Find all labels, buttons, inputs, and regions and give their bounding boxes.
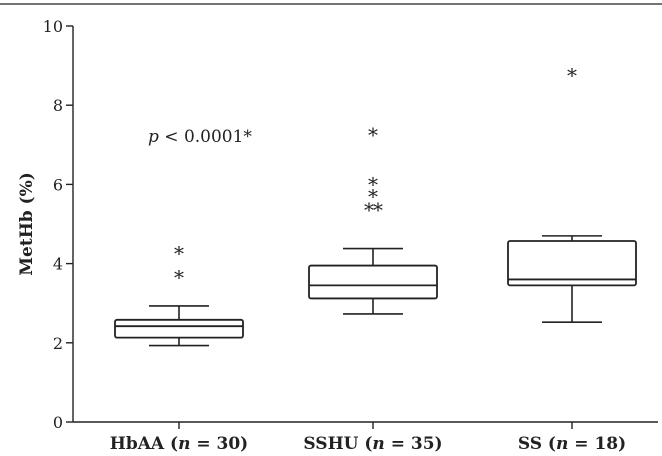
outlier-marker-4: * bbox=[368, 123, 378, 147]
y-tick-label-4: 8 bbox=[53, 96, 63, 115]
category-name: HbAA ( bbox=[110, 434, 178, 454]
outlier-marker-0: * bbox=[364, 198, 374, 222]
y-tick-label-0: 0 bbox=[53, 413, 63, 432]
boxes: **HbAA (n = 30)* ****SSHU (n = 35)*SS (n … bbox=[110, 64, 637, 454]
iqr-box bbox=[114, 318, 244, 339]
x-category-label-2: SS (n = 18) bbox=[518, 434, 626, 454]
box-group-sshu: * ****SSHU (n = 35) bbox=[303, 123, 442, 454]
outlier-marker-1: * bbox=[373, 198, 383, 222]
y-tick-label-3: 6 bbox=[53, 175, 63, 194]
box-group-ss: * SS (n = 18) bbox=[507, 64, 637, 454]
category-n-value: = 18) bbox=[568, 434, 626, 454]
outlier-marker-1: * bbox=[174, 242, 184, 266]
category-n-value: = 35) bbox=[385, 434, 443, 454]
category-name: SS ( bbox=[518, 434, 556, 454]
outlier-marker-0: * bbox=[174, 265, 184, 289]
p-value-text: < 0.0001* bbox=[159, 127, 253, 147]
x-category-label-0: HbAA (n = 30) bbox=[110, 434, 248, 454]
outlier-marker-0: * bbox=[567, 64, 577, 88]
category-n-symbol: n bbox=[178, 434, 190, 454]
iqr-box bbox=[507, 240, 637, 287]
p-value-annotation: p < 0.0001* bbox=[148, 127, 252, 147]
x-category-label-1: SSHU (n = 35) bbox=[303, 434, 442, 454]
y-tick-label-1: 2 bbox=[53, 334, 63, 353]
outlier-marker-2: * bbox=[368, 184, 378, 208]
y-tick-label-5: 10 bbox=[43, 17, 63, 36]
category-n-value: = 30) bbox=[190, 434, 248, 454]
axes: 0 2 4 6 8 10 MetHb (%) bbox=[17, 17, 658, 432]
y-axis-label: MetHb (%) bbox=[17, 172, 37, 276]
iqr-box bbox=[308, 264, 438, 300]
category-n-symbol: n bbox=[556, 434, 568, 454]
y-tick-label-2: 4 bbox=[53, 255, 63, 274]
category-n-symbol: n bbox=[372, 434, 384, 454]
outlier-marker-3: * bbox=[368, 172, 378, 196]
p-symbol: p bbox=[148, 127, 159, 147]
category-name: SSHU ( bbox=[303, 434, 372, 454]
box-group-hbaa: ** HbAA (n = 30) bbox=[110, 242, 248, 454]
